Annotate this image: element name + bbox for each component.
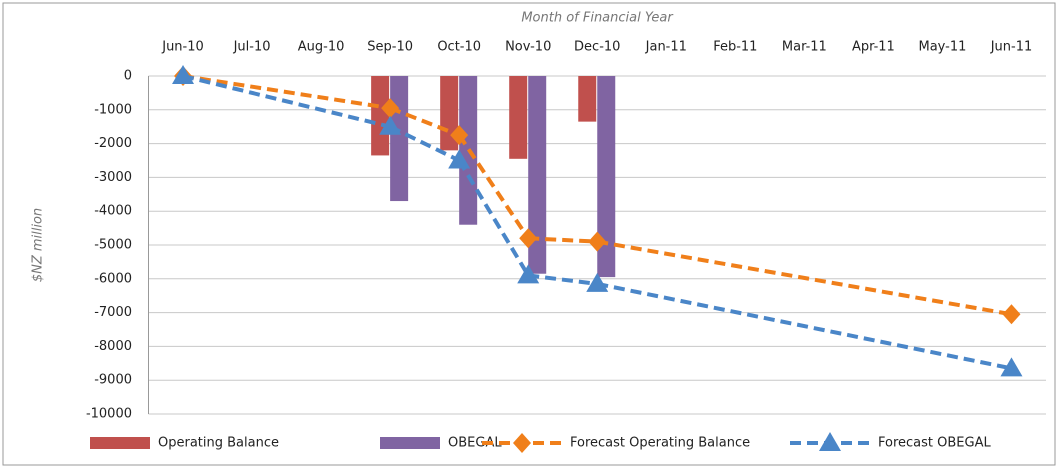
x-tick-label: Jun-10 — [161, 40, 204, 55]
line-segment — [389, 106, 460, 138]
legend-swatch — [380, 437, 440, 449]
line-marker — [519, 228, 538, 249]
line-segment — [457, 134, 530, 240]
bar — [528, 76, 547, 274]
y-axis-title: $NZ million — [31, 208, 46, 282]
x-tick-label: May-11 — [918, 40, 966, 55]
x-tick-label: Apr-11 — [852, 40, 895, 55]
line-marker — [586, 272, 609, 292]
bar — [578, 76, 597, 122]
y-tick-label: -3000 — [94, 170, 132, 185]
y-tick-label: -2000 — [94, 136, 132, 151]
bar — [390, 76, 409, 202]
line-marker — [588, 231, 607, 252]
line-segment — [528, 236, 598, 244]
x-tick-label: Aug-10 — [298, 40, 345, 55]
x-tick-label: Jul-10 — [233, 40, 271, 55]
legend-label: OBEGAL — [448, 436, 502, 451]
x-tick-label: Nov-10 — [505, 40, 551, 55]
y-tick-label: -5000 — [94, 238, 132, 253]
line-marker — [448, 149, 471, 169]
x-tick-label: Mar-11 — [782, 40, 827, 55]
legend-marker — [819, 432, 841, 451]
line-segment — [182, 74, 391, 129]
legend-label: Forecast Operating Balance — [570, 436, 750, 451]
y-tick-label: -9000 — [94, 373, 132, 388]
x-tick-label: Feb-11 — [713, 40, 757, 55]
x-axis-title: Month of Financial Year — [521, 11, 674, 26]
line-marker — [450, 125, 469, 146]
bar — [371, 76, 390, 156]
x-tick-label: Jun-11 — [990, 40, 1033, 55]
bar — [597, 76, 616, 278]
y-tick-label: -6000 — [94, 271, 132, 286]
line-marker — [517, 264, 540, 284]
y-tick-label: -1000 — [94, 102, 132, 117]
legend-label: Operating Balance — [158, 436, 279, 451]
x-tick-label: Sep-10 — [367, 40, 413, 55]
y-tick-label: -7000 — [94, 305, 132, 320]
x-tick-label: Dec-10 — [574, 40, 620, 55]
y-tick-label: 0 — [124, 69, 132, 84]
line-segment — [389, 124, 461, 163]
line-segment — [182, 74, 391, 111]
bar — [509, 76, 528, 159]
line-marker — [381, 98, 400, 119]
legend-marker — [513, 433, 531, 453]
x-tick-label: Jan-11 — [645, 40, 687, 55]
y-tick-label: -10000 — [86, 407, 132, 422]
line-marker — [1000, 357, 1023, 377]
line-segment — [527, 273, 598, 286]
line-segment — [596, 239, 1012, 317]
line-segment — [596, 281, 1012, 371]
line-marker — [1002, 304, 1021, 325]
y-tick-label: -4000 — [94, 204, 132, 219]
line-marker — [379, 115, 402, 135]
legend-label: Forecast OBEGAL — [878, 436, 991, 451]
x-tick-label: Oct-10 — [437, 40, 481, 55]
legend-swatch — [90, 437, 150, 449]
y-tick-label: -8000 — [94, 339, 132, 354]
line-segment — [457, 159, 530, 277]
line-marker — [172, 65, 195, 84]
